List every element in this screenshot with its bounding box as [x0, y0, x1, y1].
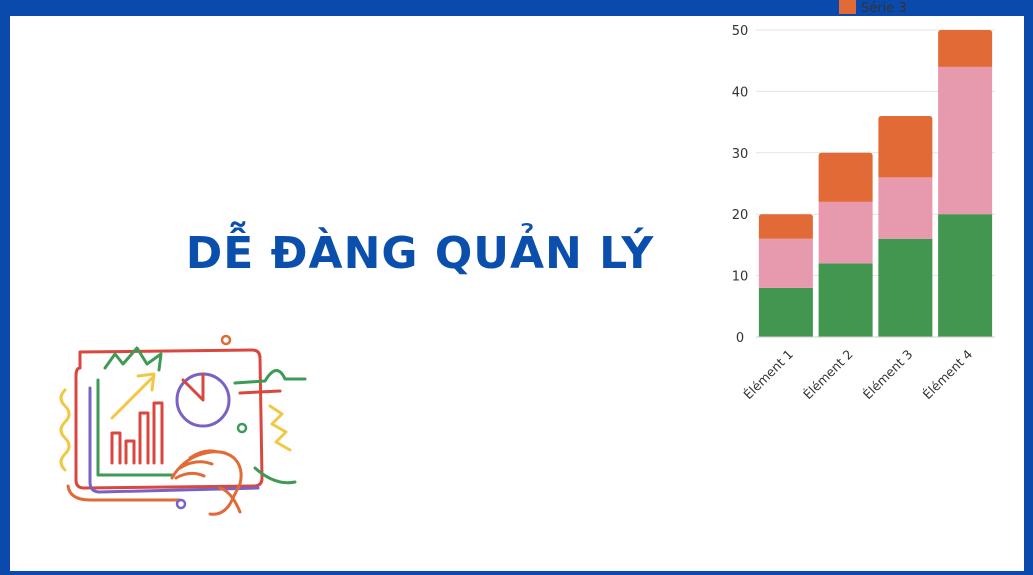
bar-segment	[878, 238, 933, 337]
bar-segment	[878, 177, 933, 239]
bar-segment	[818, 263, 873, 337]
y-tick-label: 10	[732, 270, 749, 285]
x-tick-label: Élément 1	[740, 347, 796, 403]
bar-segment	[818, 201, 873, 264]
bar-segment	[758, 214, 813, 239]
bar-segment	[878, 115, 933, 178]
y-tick-label: 0	[736, 331, 744, 346]
x-tick-label: Élément 4	[920, 346, 976, 402]
stacked-bar-chart: 0 10 20 30 40 50 Série 3 Élément 1 Élément 2 Élém…	[720, 0, 1020, 430]
bar-segment	[938, 66, 993, 215]
y-tick-label: 20	[732, 208, 749, 223]
bar-segment	[938, 30, 993, 67]
legend-swatch	[839, 0, 856, 14]
slide-title: DỄ ĐÀNG QUẢN LÝ	[185, 228, 655, 279]
x-tick-label: Élément 3	[860, 347, 916, 403]
bar-segment	[818, 152, 873, 202]
bar-segment	[758, 238, 813, 288]
bar-segment	[938, 214, 993, 337]
hand-drawn-analytics-icon	[50, 328, 320, 528]
y-tick-label: 30	[732, 147, 749, 162]
legend-label: Série 3	[861, 1, 907, 16]
y-tick-label: 50	[732, 24, 749, 39]
y-tick-label: 40	[732, 85, 749, 100]
x-tick-label: Élément 2	[800, 347, 856, 403]
bar-segment	[758, 287, 813, 337]
